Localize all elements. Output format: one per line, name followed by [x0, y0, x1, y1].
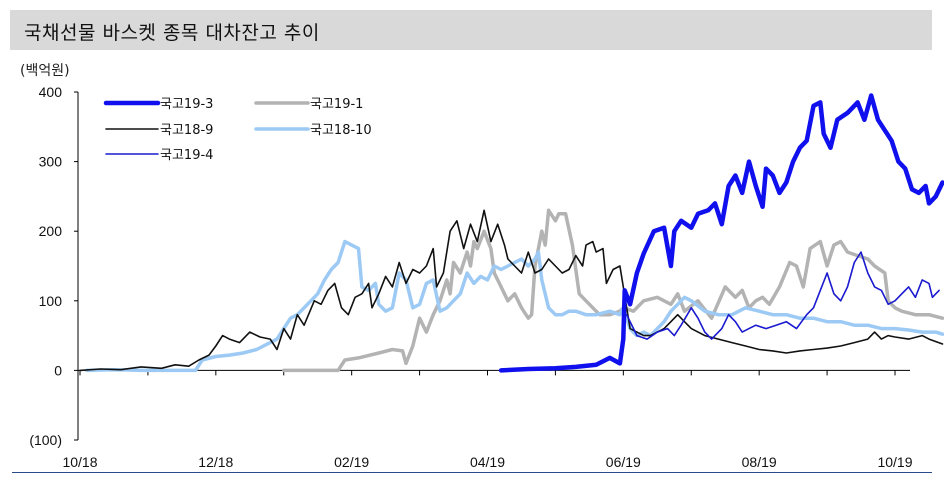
- y-tick-label: (100): [29, 432, 62, 448]
- legend-label-1: 국고19-3: [160, 97, 213, 112]
- x-tick-label: 02/19: [334, 454, 369, 470]
- legend-label-4: 국고18-10: [310, 123, 372, 138]
- y-tick-label: 200: [39, 223, 63, 239]
- legend: 국고19-3 국고19-1 국고18-9 국고18-10 국고19-4: [103, 97, 372, 163]
- series-line-2: [282, 208, 944, 373]
- x-tick-label: 04/19: [470, 454, 505, 470]
- series-line-1: [498, 93, 944, 373]
- series-line-3: [79, 209, 944, 372]
- x-tick-label: 12/18: [198, 454, 233, 470]
- x-tick-label: 10/18: [62, 454, 97, 470]
- x-tick-label: 10/19: [877, 454, 912, 470]
- axes: 400 300 200 100 0 (100)10/18 12/18 02/19 04/19 06…: [29, 84, 912, 470]
- title-bar: 국채선물 바스켓 종목 대차잔고 추이: [10, 10, 932, 50]
- chart-title: 국채선물 바스켓 종목 대차잔고 추이: [24, 22, 320, 44]
- legend-label-2: 국고19-1: [310, 97, 363, 112]
- bottom-rule: [12, 472, 932, 473]
- y-tick-label: 300: [39, 154, 63, 170]
- y-axis-unit-label: (백억원): [20, 63, 70, 79]
- series-line-5: [625, 251, 940, 340]
- x-tick-label: 08/19: [742, 454, 777, 470]
- y-tick-label: 0: [54, 362, 62, 378]
- legend-label-3: 국고18-9: [160, 123, 213, 138]
- series-line-4: [85, 239, 944, 373]
- y-tick-label: 100: [39, 293, 63, 309]
- y-tick-label: 400: [39, 84, 63, 100]
- legend-label-5: 국고19-4: [160, 148, 213, 163]
- x-tick-label: 06/19: [606, 454, 641, 470]
- series-layer: [79, 93, 944, 373]
